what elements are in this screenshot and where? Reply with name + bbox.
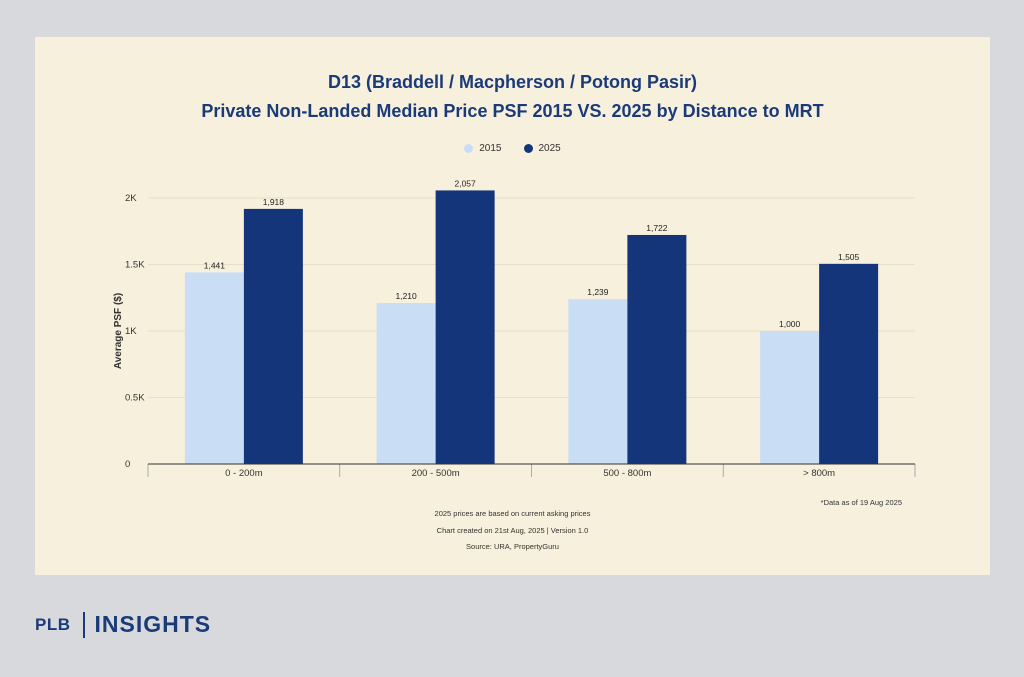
data-label-2025: 1,918 [263, 197, 285, 207]
legend-label-2025: 2025 [538, 143, 561, 154]
plb-insights-logo: PLB INSIGHTS [35, 611, 211, 638]
data-label-2025: 2,057 [454, 178, 476, 188]
data-label-2015: 1,000 [779, 319, 801, 329]
brand-insights: INSIGHTS [94, 611, 212, 637]
y-tick-label: 0.5K [125, 393, 145, 404]
bar-2015 [376, 303, 436, 464]
chart-title: D13 (Braddell / Macpherson / Potong Pasi… [327, 72, 698, 92]
y-tick-label: 1.5K [125, 260, 145, 271]
data-label-2015: 1,441 [204, 260, 226, 270]
bar-2025 [819, 263, 879, 464]
data-label-2025: 1,505 [838, 252, 860, 262]
legend-item-2015: 2015 [464, 143, 502, 154]
asking-price-note: 2025 prices are based on current asking … [434, 509, 591, 518]
chart-created-note: Chart created on 21st Aug, 2025 | Versio… [436, 526, 589, 535]
bar-2015 [760, 331, 820, 464]
y-tick-label: 0 [125, 459, 130, 470]
x-tick-label: > 800m [803, 468, 835, 479]
bar-2015 [184, 272, 244, 464]
y-axis-label: Average PSF ($) [113, 293, 124, 369]
bar-2025 [627, 234, 687, 464]
bar-2015 [568, 299, 628, 464]
legend-swatch-2025 [523, 144, 533, 153]
bar-2025 [243, 208, 303, 464]
bar-chart: 0 0.5K 1K 1.5K 2K Average PSF ($) 1,441 1,918 0 … [113, 178, 916, 479]
y-tick-label: 1K [125, 326, 137, 337]
legend-item-2025: 2025 [523, 143, 561, 154]
legend-swatch-2015 [464, 144, 474, 153]
x-tick-label: 200 - 500m [412, 468, 460, 479]
data-label-2015: 1,239 [587, 287, 609, 297]
brand-divider [82, 611, 85, 638]
data-label-2025: 1,722 [646, 223, 668, 233]
chart-legend: 2015 2025 [35, 143, 990, 154]
x-tick-label: 500 - 800m [603, 468, 651, 479]
y-tick-label: 2K [125, 193, 137, 204]
data-date-note: *Data as of 19 Aug 2025 [820, 498, 902, 507]
data-label-2015: 1,210 [395, 291, 417, 301]
brand-plb: PLB [35, 614, 71, 634]
chart-card: D13 (Braddell / Macpherson / Potong Pasi… [35, 37, 990, 575]
source-note: Source: URA, PropertyGuru [466, 542, 559, 551]
legend-label-2015: 2015 [479, 143, 502, 154]
x-tick-label: 0 - 200m [225, 468, 263, 479]
chart-subtitle: Private Non-Landed Median Price PSF 2015… [201, 101, 824, 121]
bar-2025 [435, 190, 495, 464]
